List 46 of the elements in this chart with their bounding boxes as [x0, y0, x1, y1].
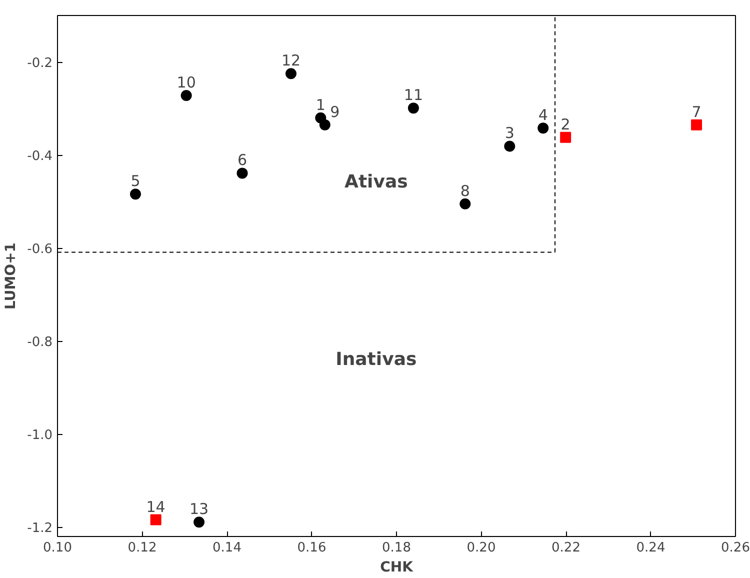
annotation: 8: [460, 182, 470, 200]
point: [194, 516, 205, 528]
annotation: 11: [404, 86, 423, 104]
point: [460, 198, 471, 210]
annotation: 2: [560, 115, 570, 134]
y-tick-label: -0.4: [27, 149, 53, 164]
annotation: 1: [316, 96, 326, 114]
point: [691, 119, 702, 130]
y-tick-label: -1.0: [27, 428, 53, 444]
x-tick-label: 0.26: [721, 540, 750, 556]
x-tick-label: 0.10: [43, 540, 72, 556]
x-tick-label: 0.12: [128, 540, 157, 556]
x-tick-label: 0.20: [466, 540, 496, 556]
annotation: 12: [281, 52, 301, 70]
point: [538, 122, 549, 134]
y-tick-label: -0.6: [27, 242, 53, 258]
point: [560, 132, 572, 143]
point: [150, 514, 162, 526]
x-tick-label: 0.22: [552, 540, 580, 556]
point: [285, 68, 296, 80]
x-tick-label: 0.14: [212, 540, 242, 556]
annotation: 5: [130, 172, 140, 190]
annotation: 14: [146, 498, 166, 516]
x-tick-label: 0.18: [382, 540, 411, 556]
point: [236, 168, 248, 179]
x-axis-title: CHK: [380, 560, 414, 576]
annotation: 9: [330, 102, 340, 121]
annotation: 10: [176, 74, 196, 92]
x-tick-label: 0.24: [636, 540, 666, 556]
annotation: Inativas: [336, 348, 417, 370]
y-tick-label: -0.2: [27, 56, 53, 72]
y-tick-label: -1.2: [27, 521, 53, 536]
x-tick-label: 0.16: [297, 540, 326, 556]
annotation: 4: [538, 106, 548, 124]
y-axis-title: LUMO+1: [3, 242, 20, 310]
annotation: 7: [692, 102, 702, 121]
annotation: 13: [189, 500, 209, 518]
point: [180, 90, 192, 101]
point: [130, 188, 141, 200]
y-tick-label: -0.8: [27, 335, 53, 350]
annotation: 3: [504, 124, 514, 142]
point: [504, 140, 516, 152]
annotation: 6: [237, 151, 248, 170]
annotation: Ativas: [344, 172, 408, 193]
point: [408, 102, 419, 114]
point: [319, 119, 330, 130]
